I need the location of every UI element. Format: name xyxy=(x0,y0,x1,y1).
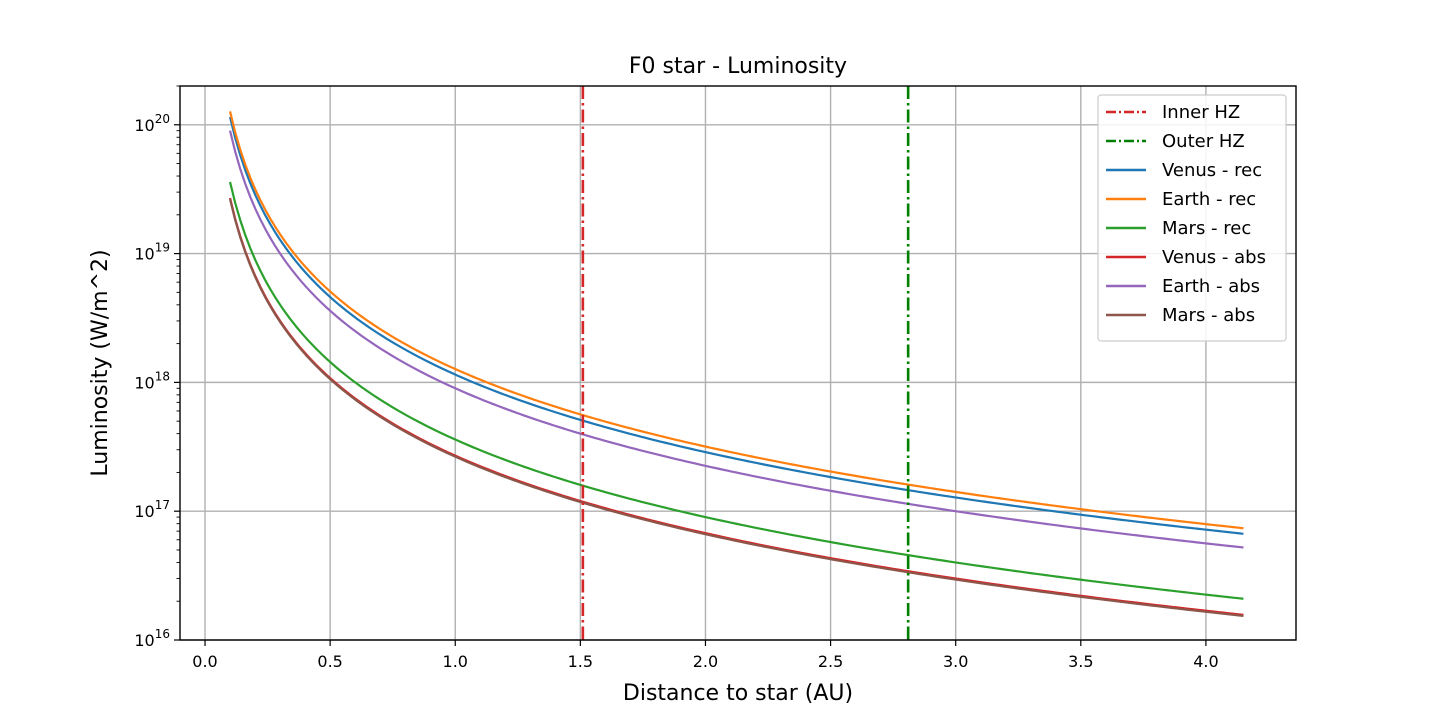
legend-label: Venus - rec xyxy=(1162,160,1262,181)
series-layer xyxy=(228,111,1244,617)
legend-label: Venus - abs xyxy=(1162,247,1266,268)
plot-frame xyxy=(179,85,1297,641)
legend-label: Mars - rec xyxy=(1162,218,1251,239)
legend: Inner HZ Outer HZ Venus - rec Earth - rec Ma… xyxy=(1097,94,1287,342)
x-tick-label: 3.0 xyxy=(943,652,968,671)
chart-title: F0 star - Luminosity xyxy=(629,54,847,79)
series-line-earth-rec xyxy=(228,111,1244,530)
x-tick-label: 0.0 xyxy=(192,652,217,671)
x-tick-label: 2.5 xyxy=(818,652,843,671)
x-tick-label: 1.5 xyxy=(568,652,593,671)
series-line-mars-rec xyxy=(228,181,1244,600)
y-tick-label: 1018 xyxy=(134,369,170,392)
legend-label: Outer HZ xyxy=(1162,131,1245,152)
legend-label: Inner HZ xyxy=(1162,102,1240,123)
x-tick-label: 3.5 xyxy=(1068,652,1093,671)
vlines-layer xyxy=(581,86,910,640)
y-tick-label: 1016 xyxy=(134,627,170,650)
y-axis-label: Luminosity (W/m^2) xyxy=(88,249,113,476)
x-tick-label: 2.0 xyxy=(693,652,718,671)
x-tick-label: 1.0 xyxy=(443,652,468,671)
legend-label: Earth - abs xyxy=(1162,276,1260,297)
legend-label: Mars - abs xyxy=(1162,305,1255,326)
series-line-earth-abs xyxy=(228,130,1244,549)
legend-box xyxy=(1097,94,1287,342)
x-axis: 0.0 0.5 1.0 1.5 2.0 2.5 3.0 3.5 4.0 xyxy=(192,640,1219,671)
series-line-venus-rec xyxy=(228,116,1244,535)
legend-label: Earth - rec xyxy=(1162,189,1256,210)
x-tick-label: 4.0 xyxy=(1193,652,1218,671)
y-tick-label: 1017 xyxy=(134,498,170,521)
x-axis-label: Distance to star (AU) xyxy=(623,681,853,706)
y-tick-label: 1019 xyxy=(134,241,170,264)
y-tick-label: 1020 xyxy=(134,112,170,135)
series-line-mars-abs xyxy=(228,198,1244,617)
x-tick-label: 0.5 xyxy=(317,652,342,671)
y-axis: 1016 1017 1018 1019 1020 xyxy=(134,85,180,650)
